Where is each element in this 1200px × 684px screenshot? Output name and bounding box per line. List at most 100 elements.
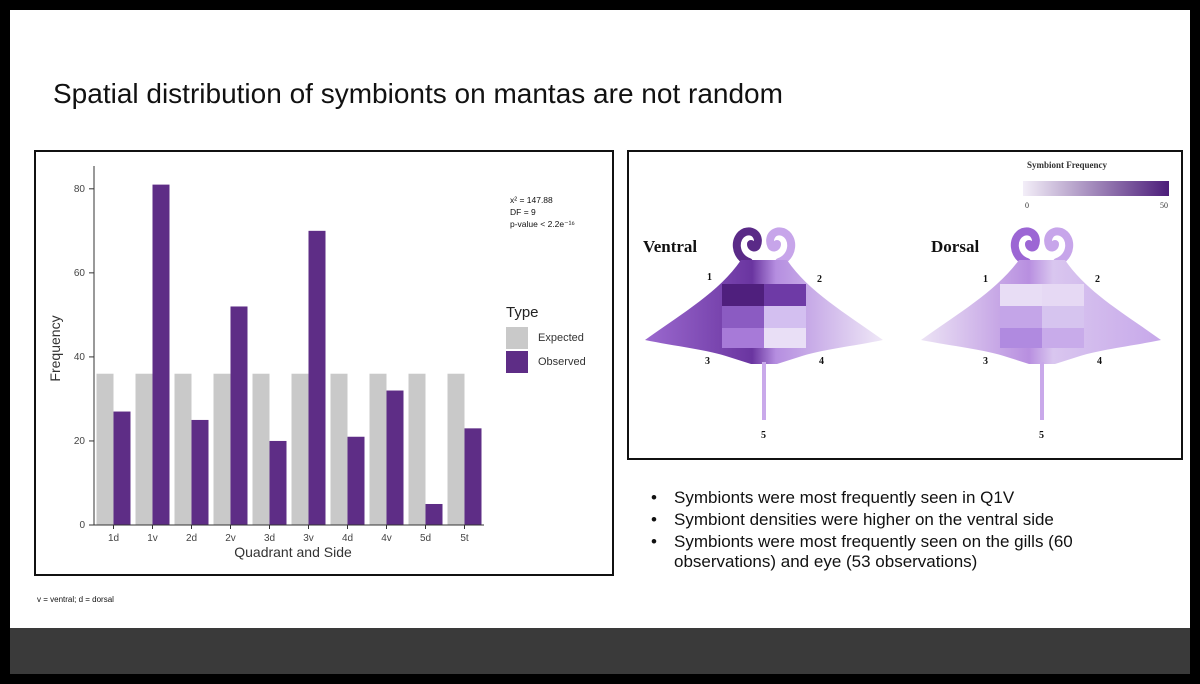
x-axis-title: Quadrant and Side bbox=[234, 544, 352, 560]
dorsal-quadrant-2: 2 bbox=[1095, 274, 1100, 285]
dorsal-q4-lower bbox=[1042, 328, 1084, 348]
finding-text: Symbiont densities were higher on the ve… bbox=[674, 510, 1054, 529]
ventral-quadrant-2: 2 bbox=[817, 274, 822, 285]
frequency-legend-min: 0 bbox=[1025, 201, 1029, 210]
bar-observed-1d bbox=[113, 411, 131, 525]
bottom-bar bbox=[10, 628, 1190, 674]
x-tick-label: 3v bbox=[303, 533, 314, 544]
y-tick-label: 0 bbox=[79, 520, 85, 531]
dorsal-q3-lower bbox=[1000, 328, 1042, 348]
bar-expected-5d bbox=[408, 373, 426, 525]
ventral-quadrant-1: 1 bbox=[707, 272, 712, 283]
dorsal-quadrant-1: 1 bbox=[983, 274, 988, 285]
bar-chart: 0 20 40 60 80 1d 1v 2d 2v 3d 3v 4d 4v 5d 5t Quadrant an… bbox=[47, 166, 484, 560]
y-tick-label: 80 bbox=[74, 184, 86, 195]
ventral-quadrant-3: 3 bbox=[705, 356, 710, 367]
ventral-q4-lower bbox=[764, 328, 806, 348]
finding-item: • Symbionts were most frequently seen on… bbox=[634, 532, 1134, 572]
legend-label-observed: Observed bbox=[538, 356, 586, 368]
ventral-q1-lower bbox=[722, 328, 764, 348]
bar-expected-2v bbox=[213, 373, 231, 525]
bar-observed-4d bbox=[347, 436, 365, 525]
ventral-manta: Ventral 1 2 3 4 5 bbox=[643, 227, 883, 441]
ventral-q4 bbox=[764, 306, 806, 328]
dorsal-tail bbox=[1040, 362, 1044, 420]
dorsal-q2-upper bbox=[1042, 284, 1084, 306]
bullet-marker: • bbox=[651, 510, 657, 529]
slide: Spatial distribution of symbionts on man… bbox=[10, 10, 1190, 628]
bar-expected-2d bbox=[174, 373, 192, 525]
x-tick-label: 2v bbox=[225, 533, 236, 544]
frequency-gradient-bar bbox=[1023, 181, 1169, 196]
dorsal-q1-upper bbox=[1000, 284, 1042, 306]
x-tick-label: 2d bbox=[186, 533, 197, 544]
findings-list: • Symbionts were most frequently seen in… bbox=[634, 488, 1134, 574]
legend-swatch-expected bbox=[506, 327, 528, 349]
x-tick-label: 3d bbox=[264, 533, 275, 544]
ventral-label: Ventral bbox=[643, 237, 697, 256]
bullet-marker: • bbox=[651, 532, 657, 551]
dorsal-manta: Dorsal 1 2 3 4 5 bbox=[921, 227, 1161, 441]
x-tick-label: 4v bbox=[381, 533, 392, 544]
ventral-left-horn bbox=[732, 227, 762, 266]
dorsal-quadrant-3: 3 bbox=[983, 356, 988, 367]
chi-square-stats: x² = 147.88 DF = 9 p-value < 2.2e⁻¹⁶ bbox=[510, 194, 575, 230]
ventral-q3 bbox=[722, 306, 764, 328]
y-tick-label: 20 bbox=[74, 436, 86, 447]
bar-expected-1d bbox=[96, 373, 114, 525]
x-tick-label: 1d bbox=[108, 533, 119, 544]
bar-observed-1v bbox=[152, 184, 170, 525]
dorsal-quadrant-5: 5 bbox=[1039, 430, 1044, 441]
finding-item: • Symbiont densities were higher on the … bbox=[634, 510, 1134, 530]
bar-observed-2v bbox=[230, 306, 248, 525]
bar-expected-4v bbox=[369, 373, 387, 525]
legend-title: Type bbox=[506, 304, 539, 321]
bar-observed-3v bbox=[308, 230, 326, 525]
chart-legend: Type Expected Observed bbox=[506, 304, 586, 375]
bar-observed-3d bbox=[269, 440, 287, 525]
finding-item: • Symbionts were most frequently seen in… bbox=[634, 488, 1134, 508]
bar-observed-5d bbox=[425, 503, 443, 525]
manta-heatmap-panel: Symbiont Frequency 0 50 Ventral 1 2 3 bbox=[627, 150, 1183, 460]
frequency-legend-title: Symbiont Frequency bbox=[1027, 160, 1108, 170]
footnote: v = ventral; d = dorsal bbox=[37, 595, 114, 604]
bar-expected-5t bbox=[447, 373, 465, 525]
ventral-quadrant-4: 4 bbox=[819, 356, 824, 367]
slide-title: Spatial distribution of symbionts on man… bbox=[53, 78, 783, 109]
bullet-marker: • bbox=[651, 488, 657, 507]
y-axis-title: Frequency bbox=[47, 315, 63, 381]
ventral-q2-upper bbox=[764, 284, 806, 306]
y-tick-label: 40 bbox=[74, 352, 86, 363]
legend-swatch-observed bbox=[506, 351, 528, 373]
ventral-q1-upper bbox=[722, 284, 764, 306]
chi-square-value: x² = 147.88 bbox=[510, 195, 553, 205]
x-tick-label: 5t bbox=[460, 533, 469, 544]
ventral-quadrant-5: 5 bbox=[761, 430, 766, 441]
bar-observed-5t bbox=[464, 428, 482, 525]
ventral-tail bbox=[762, 362, 766, 420]
x-tick-label: 4d bbox=[342, 533, 353, 544]
dorsal-label: Dorsal bbox=[931, 237, 979, 256]
ventral-right-horn bbox=[766, 227, 796, 266]
y-tick-label: 60 bbox=[74, 268, 86, 279]
legend-item-expected: Expected bbox=[506, 327, 586, 349]
x-tick-label: 5d bbox=[420, 533, 431, 544]
bar-observed-2d bbox=[191, 419, 209, 525]
p-value: p-value < 2.2e⁻¹⁶ bbox=[510, 219, 575, 229]
degrees-of-freedom: DF = 9 bbox=[510, 207, 536, 217]
finding-text: Symbionts were most frequently seen on t… bbox=[674, 532, 1073, 571]
legend-item-observed: Observed bbox=[506, 351, 586, 373]
x-tick-label: 1v bbox=[147, 533, 158, 544]
bar-chart-panel: 0 20 40 60 80 1d 1v 2d 2v 3d 3v 4d 4v 5d 5t Quadrant an… bbox=[34, 150, 614, 576]
finding-text: Symbionts were most frequently seen in Q… bbox=[674, 488, 1015, 507]
bar-expected-1v bbox=[135, 373, 153, 525]
manta-heatmap: Symbiont Frequency 0 50 Ventral 1 2 3 bbox=[643, 160, 1169, 441]
legend-label-expected: Expected bbox=[538, 332, 584, 344]
dorsal-q4 bbox=[1042, 306, 1084, 328]
bar-expected-3v bbox=[291, 373, 309, 525]
dorsal-left-horn bbox=[1010, 227, 1040, 266]
bar-expected-3d bbox=[252, 373, 270, 525]
frequency-legend-max: 50 bbox=[1160, 201, 1168, 210]
dorsal-quadrant-4: 4 bbox=[1097, 356, 1102, 367]
dorsal-right-horn bbox=[1044, 227, 1074, 266]
